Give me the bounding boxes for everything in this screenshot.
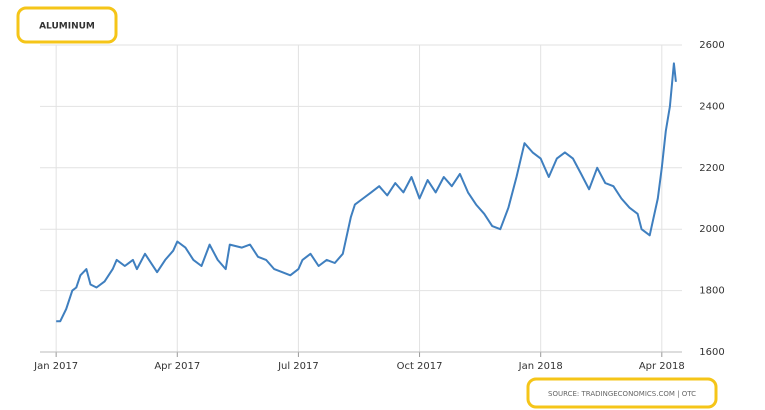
line: [56, 62, 677, 323]
x-tick-label: Jan 2018: [518, 361, 563, 372]
title-highlight: [16, 6, 118, 44]
y-tick-label: 2600: [699, 40, 724, 51]
source-highlight: [526, 377, 718, 409]
x-tick-label: Apr 2018: [639, 361, 685, 372]
x-tick-label: Oct 2017: [397, 361, 443, 372]
y-tick-label: 2000: [699, 224, 724, 235]
x-tick-label: Jul 2017: [277, 361, 319, 372]
source: SOURCE: TRADINGECONOMICS.COM | OTC: [548, 390, 696, 398]
y-tick-label: 2400: [699, 101, 724, 112]
y-tick-label: 1800: [699, 286, 724, 297]
y-tick-label: 2200: [699, 163, 724, 174]
x-tick-label: Apr 2017: [154, 361, 200, 372]
chart-title: ALUMINUM: [39, 22, 95, 32]
y-tick-label: 1600: [699, 347, 724, 358]
x-tick-label: Jan 2017: [33, 361, 78, 372]
